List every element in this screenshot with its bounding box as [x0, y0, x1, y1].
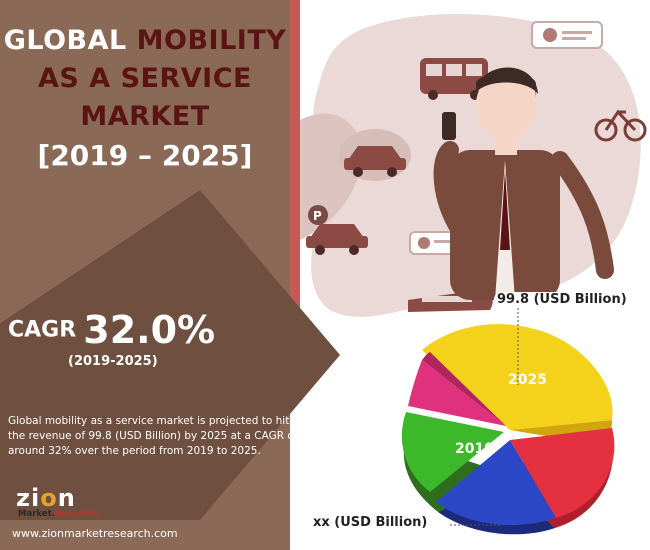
- title-word-global: GLOBAL: [3, 25, 137, 56]
- page-title: GLOBAL MOBILITY AS A SERVICE MARKET [201…: [0, 22, 290, 176]
- market-description: Global mobility as a service market is p…: [8, 415, 298, 457]
- pie-slice-red: [510, 428, 615, 518]
- title-word-mobility: MOBILITY: [136, 25, 287, 56]
- title-years: [2019 – 2025]: [37, 139, 253, 172]
- title-line-2: AS A SERVICE: [38, 63, 252, 94]
- pie-label-2025: 2025: [508, 372, 547, 388]
- cagr-period: (2019-2025): [68, 354, 158, 369]
- pie-label-2019: 2019: [455, 441, 494, 457]
- logo-wordmark: zion: [16, 484, 76, 512]
- chat-bubble-icon: [531, 21, 603, 49]
- accent-strip: [290, 0, 300, 320]
- pie-slice-green: [401, 412, 504, 492]
- pie-slice-pink: [408, 360, 506, 426]
- website-link[interactable]: www.zionmarketresearch.com: [12, 527, 178, 540]
- pie-chart: [401, 304, 615, 535]
- title-line-3: MARKET: [80, 101, 210, 132]
- pie-callout-2019-value: xx (USD Billion): [310, 515, 431, 530]
- pie-slice-yellow: [422, 324, 613, 430]
- bicycle-icon: [594, 109, 647, 142]
- pie-slice-blue: [436, 440, 556, 526]
- cagr-value: 32.0%: [83, 308, 216, 352]
- car-icon: [339, 129, 411, 181]
- pie-callout-2025-value: 99.8 (USD Billion): [494, 292, 630, 307]
- bus-icon: [420, 58, 488, 100]
- man-figure: [433, 67, 614, 300]
- cagr-label: CAGR: [8, 317, 77, 343]
- zion-logo: zion Market.Research: [16, 484, 100, 519]
- cagr-block: CAGR 32.0% (2019-2025): [8, 308, 248, 369]
- svg-text:P: P: [313, 209, 322, 223]
- mobility-illustration: P: [300, 13, 647, 317]
- parking-icon: P: [306, 205, 368, 255]
- title-line-1: GLOBAL MOBILITY: [0, 22, 290, 60]
- logo-tagline: Market.Research: [18, 509, 100, 519]
